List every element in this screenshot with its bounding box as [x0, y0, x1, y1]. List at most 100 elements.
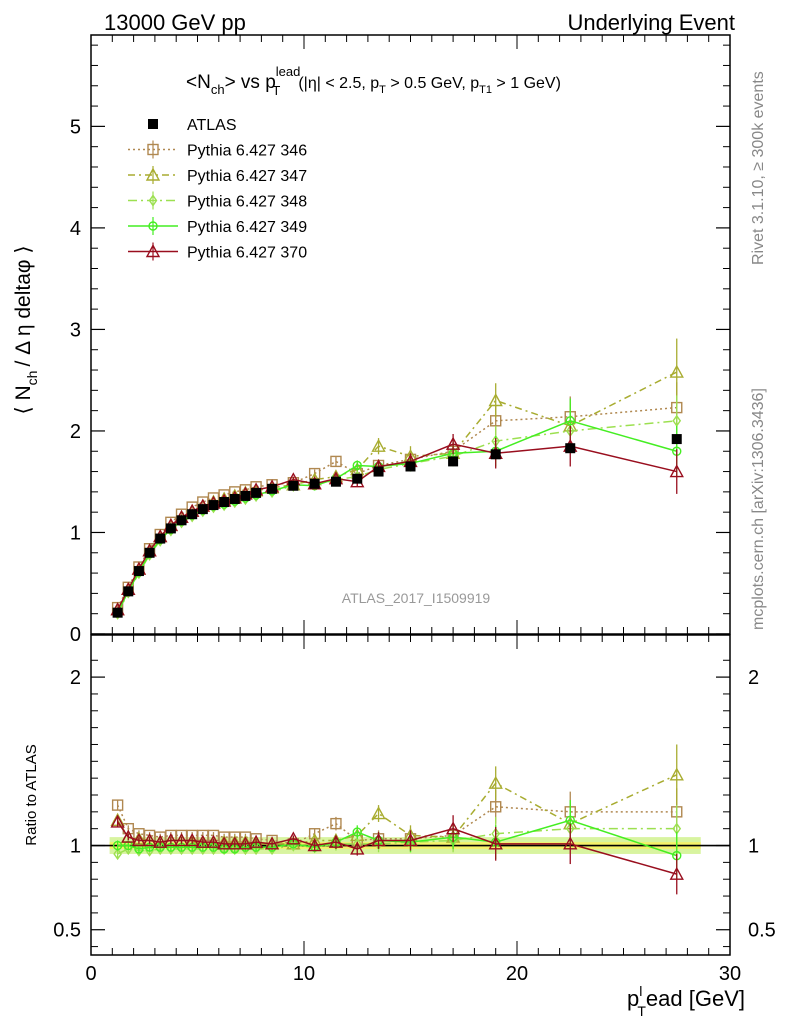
ratio-data-point — [238, 836, 253, 850]
atlas-data-point — [373, 466, 384, 477]
atlas-data-point — [197, 504, 208, 515]
atlas-data-point — [671, 434, 682, 445]
legend-entry: Pythia 6.427 348 — [128, 191, 307, 211]
ratio-data-point — [219, 842, 229, 856]
data-point — [669, 364, 684, 378]
legend-label: Pythia 6.427 346 — [187, 143, 307, 160]
ratio-data-point — [371, 833, 386, 847]
x-tick-label: 30 — [719, 963, 741, 985]
main-y-axis-label: ⟨ Nch/ Δ η deltaφ ⟩ — [12, 245, 40, 414]
atlas-data-point — [144, 547, 155, 558]
legend-label: Pythia 6.427 370 — [187, 245, 307, 262]
ratio-data-point — [184, 833, 200, 847]
data-point — [672, 414, 682, 428]
series-line — [116, 420, 677, 614]
x-tick-label: 10 — [293, 963, 315, 985]
ratio-data-point — [669, 866, 684, 880]
ratio-series-pythia-6-427-370 — [110, 814, 684, 895]
data-point — [565, 416, 575, 426]
data-point — [488, 393, 503, 407]
ratio-data-point — [371, 806, 386, 820]
main-y-tick-label: 3 — [70, 319, 81, 341]
atlas-data-point — [267, 483, 278, 494]
data-point — [669, 464, 684, 478]
atlas-data-point — [219, 497, 230, 508]
ratio-data-point — [216, 836, 232, 850]
atlas-data-point — [448, 456, 459, 467]
series-line — [116, 371, 678, 610]
data-point — [352, 460, 362, 471]
atlas-data-point — [490, 449, 501, 460]
ratio-data-point — [330, 817, 342, 830]
ratio-data-point — [307, 838, 322, 852]
legend-label: Pythia 6.427 349 — [187, 219, 307, 236]
ratio-y-tick-label-right: 1 — [748, 836, 759, 858]
atlas-data-point — [112, 607, 123, 618]
main-y-tick-label: 1 — [70, 522, 81, 544]
ratio-data-point — [488, 836, 503, 850]
legend-label: ATLAS — [187, 117, 237, 134]
atlas-data-point — [405, 461, 416, 472]
analysis-watermark: ATLAS_2017_I1509919 — [342, 590, 491, 606]
ratio-series-group — [110, 744, 684, 895]
atlas-data-group — [112, 434, 682, 618]
series-pythia-6-427-346 — [111, 382, 683, 614]
ratio-data-point — [350, 841, 365, 855]
atlas-data-point — [123, 586, 134, 597]
atlas-data-point — [208, 500, 219, 511]
ratio-y-tick-label-right: 0.5 — [748, 920, 776, 942]
ratio-y-tick-label-left: 0.5 — [53, 920, 81, 942]
ratio-data-point — [230, 842, 240, 856]
legend-label: Pythia 6.427 348 — [187, 194, 307, 211]
main-y-tick-label: 2 — [70, 421, 81, 443]
ratio-frame — [90, 634, 731, 956]
atlas-data-point — [288, 480, 299, 491]
atlas-data-point — [330, 476, 341, 487]
ratio-data-point — [195, 834, 211, 848]
ratio-y-axis-label: Ratio to ATLAS — [23, 744, 40, 845]
legend-marker — [145, 244, 161, 258]
series-pythia-6-427-347 — [110, 338, 684, 616]
ratio-data-point — [227, 836, 242, 850]
x-axis-label: pl Tead [GeV] — [627, 983, 745, 1019]
atlas-data-point — [187, 509, 198, 520]
ratio-data-point — [328, 834, 344, 848]
ratio-data-point — [490, 801, 502, 813]
ratio-data-point — [352, 827, 362, 837]
rivet-label: Rivet 3.1.10, ≥ 300k events — [750, 71, 767, 265]
atlas-data-point — [352, 473, 363, 484]
ratio-data-point — [110, 814, 125, 828]
atlas-data-point — [309, 478, 320, 489]
ratio-data-point — [174, 833, 189, 847]
ratio-data-point — [142, 833, 157, 847]
ratio-data-point — [563, 836, 578, 850]
ratio-data-point — [112, 840, 123, 851]
main-series-group — [110, 338, 684, 620]
series-line — [116, 420, 677, 615]
ratio-series-line — [116, 774, 678, 845]
main-y-tick-label: 0 — [70, 624, 81, 646]
ratio-data-point — [163, 833, 179, 847]
ratio-data-point — [488, 775, 503, 789]
ratio-y-tick-label-left: 1 — [70, 836, 81, 858]
ratio-data-point — [248, 834, 264, 848]
atlas-data-point — [133, 566, 144, 577]
main-y-axis: 0 1 2 3 4 5 — [70, 35, 731, 646]
ratio-y-tick-label-right: 2 — [748, 667, 759, 689]
ratio-data-point — [153, 834, 168, 848]
legend-marker — [148, 194, 158, 207]
header-left: 13000 GeV pp — [104, 10, 246, 35]
ratio-data-point — [286, 831, 301, 845]
data-point — [445, 436, 461, 450]
data-point — [371, 438, 386, 452]
legend-entry: Pythia 6.427 346 — [128, 140, 307, 160]
x-tick-label: 0 — [85, 963, 96, 985]
mcplots-label: mcplots.cern.ch [arXiv:1306.3436] — [750, 388, 767, 630]
ratio-data-point — [669, 767, 684, 781]
series-pythia-6-427-370 — [110, 425, 684, 616]
atlas-data-point — [155, 533, 166, 544]
ratio-data-point — [111, 799, 124, 811]
legend: ATLAS Pythia 6.427 346 Pythia 6.427 347 Pyt… — [128, 117, 307, 262]
atlas-data-point — [251, 487, 262, 498]
